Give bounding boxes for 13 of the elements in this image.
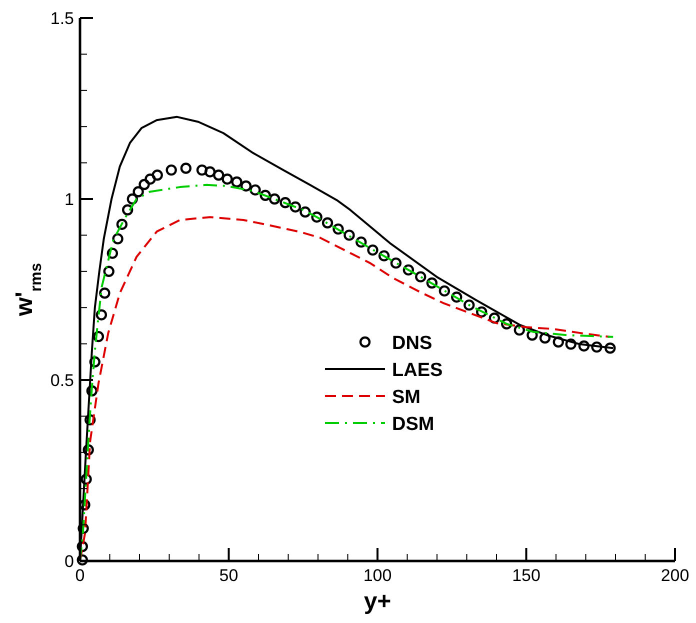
x-tick-label: 200	[660, 566, 690, 585]
y-tick-label: 1.5	[50, 9, 74, 28]
y-tick-label: 0.5	[50, 371, 74, 390]
y-tick-label: 0	[64, 552, 74, 571]
legend-label: LAES	[392, 360, 443, 381]
legend-label: DSM	[392, 414, 434, 435]
x-tick-label: 150	[512, 566, 540, 585]
legend-label: DNS	[392, 333, 432, 354]
x-tick-label: 100	[363, 566, 392, 585]
x-tick-label: 50	[219, 566, 238, 585]
legend-label: SM	[392, 387, 420, 408]
x-axis-title: y+	[364, 588, 392, 615]
y-tick-label: 1	[64, 190, 74, 209]
